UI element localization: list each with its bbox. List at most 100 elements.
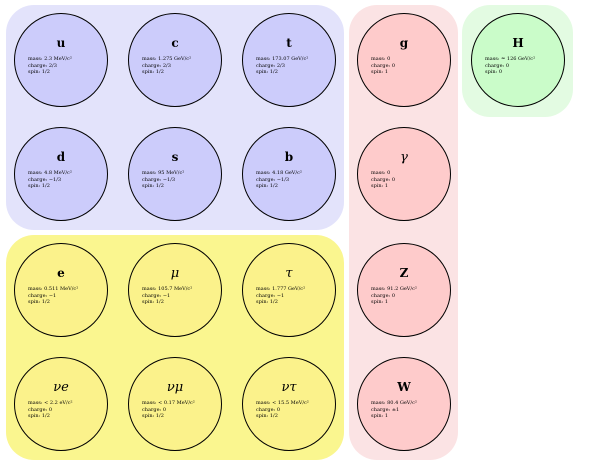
- electron-spin: spin: 1/2: [28, 299, 50, 305]
- up-quark-properties: mass: 2.3 MeV/c² charge: 2/3 spin: 1/2: [28, 56, 72, 76]
- down-quark-charge: charge: −1/3: [28, 176, 62, 183]
- gluon-properties: mass: 0 charge: 0 spin: 1: [371, 56, 395, 76]
- photon-mass: mass: 0: [371, 170, 391, 176]
- electron-mass: mass: 0.511 MeV/c²: [28, 286, 79, 292]
- down-quark-properties: mass: 4.8 MeV/c² charge: −1/3 spin: 1/2: [28, 170, 72, 190]
- muon-neutrino-properties: mass: < 0.17 MeV/c² charge: 0 spin: 1/2: [142, 400, 195, 420]
- tau-neutrino-spin: spin: 1/2: [256, 413, 278, 419]
- electron-neutrino-symbol: νe: [53, 380, 69, 395]
- down-quark-symbol: d: [56, 150, 66, 164]
- top-quark-mass: mass: 173.07 GeV/c²: [256, 56, 309, 62]
- tau-neutrino-properties: mass: < 15.5 MeV/c² charge: 0 spin: 1/2: [256, 400, 309, 420]
- photon-circle: γ mass: 0 charge: 0 spin: 1: [357, 127, 451, 221]
- muon-spin: spin: 1/2: [142, 299, 164, 305]
- down-quark-spin: spin: 1/2: [28, 183, 50, 189]
- w-boson-mass: mass: 80.4 GeV/c²: [371, 400, 417, 406]
- gluon-charge: charge: 0: [371, 62, 396, 69]
- down-quark-mass: mass: 4.8 MeV/c²: [28, 170, 72, 176]
- tau-properties: mass: 1.777 GeV/c² charge: −1 spin: 1/2: [256, 286, 305, 306]
- photon-spin: spin: 1: [371, 183, 389, 189]
- strange-quark-mass: mass: 95 MeV/c²: [142, 170, 185, 176]
- muon-neutrino-mass: mass: < 0.17 MeV/c²: [142, 400, 195, 406]
- muon-properties: mass: 105.7 MeV/c² charge: −1 spin: 1/2: [142, 286, 192, 306]
- gluon-mass: mass: 0: [371, 56, 391, 62]
- bottom-quark-properties: mass: 4.18 GeV/c² charge: −1/3 spin: 1/2: [256, 170, 302, 190]
- w-boson-charge: charge: ±1: [371, 406, 400, 413]
- muon-symbol: μ: [170, 266, 180, 281]
- strange-quark-circle: s mass: 95 MeV/c² charge: −1/3 spin: 1/2: [128, 127, 222, 221]
- top-quark-spin: spin: 1/2: [256, 69, 278, 75]
- higgs-boson-spin: spin: 0: [485, 69, 503, 75]
- higgs-boson-properties: mass: ≃ 126 GeV/c² charge: 0 spin: 0: [485, 56, 535, 76]
- tau-neutrino-mass: mass: < 15.5 MeV/c²: [256, 400, 309, 406]
- electron-symbol: e: [57, 266, 65, 280]
- gluon-symbol: g: [399, 36, 409, 50]
- tau-neutrino-symbol: ντ: [281, 380, 297, 395]
- bottom-quark-circle: b mass: 4.18 GeV/c² charge: −1/3 spin: 1…: [242, 127, 336, 221]
- charm-quark-properties: mass: 1.275 GeV/c² charge: 2/3 spin: 1/2: [142, 56, 191, 76]
- strange-quark-charge: charge: −1/3: [142, 176, 176, 183]
- electron-neutrino-spin: spin: 1/2: [28, 413, 50, 419]
- charm-quark-symbol: c: [171, 36, 179, 50]
- w-boson-properties: mass: 80.4 GeV/c² charge: ±1 spin: 1: [371, 400, 417, 420]
- z-boson-circle: Z mass: 91.2 GeV/c² charge: 0 spin: 1: [357, 243, 451, 337]
- tau-neutrino-charge: charge: 0: [256, 406, 281, 413]
- photon-symbol: γ: [400, 150, 408, 165]
- muon-charge: charge: −1: [142, 292, 171, 299]
- up-quark-mass: mass: 2.3 MeV/c²: [28, 56, 72, 62]
- gluon-circle: g mass: 0 charge: 0 spin: 1: [357, 13, 451, 107]
- bottom-quark-mass: mass: 4.18 GeV/c²: [256, 170, 302, 176]
- muon-circle: μ mass: 105.7 MeV/c² charge: −1 spin: 1/…: [128, 243, 222, 337]
- up-quark-symbol: u: [56, 36, 66, 50]
- bottom-quark-spin: spin: 1/2: [256, 183, 278, 189]
- top-quark-circle: t mass: 173.07 GeV/c² charge: 2/3 spin: …: [242, 13, 336, 107]
- w-boson-symbol: W: [397, 380, 411, 394]
- electron-neutrino-properties: mass: < 2.2 eV/c² charge: 0 spin: 1/2: [28, 400, 73, 420]
- charm-quark-mass: mass: 1.275 GeV/c²: [142, 56, 192, 62]
- up-quark-spin: spin: 1/2: [28, 69, 50, 75]
- muon-neutrino-circle: νμ mass: < 0.17 MeV/c² charge: 0 spin: 1…: [128, 357, 222, 451]
- electron-circle: e mass: 0.511 MeV/c² charge: −1 spin: 1/…: [14, 243, 108, 337]
- bottom-quark-charge: charge: −1/3: [256, 176, 290, 183]
- electron-charge: charge: −1: [28, 292, 57, 299]
- electron-neutrino-mass: mass: < 2.2 eV/c²: [28, 400, 73, 406]
- tau-mass: mass: 1.777 GeV/c²: [256, 286, 306, 292]
- strange-quark-spin: spin: 1/2: [142, 183, 164, 189]
- electron-neutrino-charge: charge: 0: [28, 406, 53, 413]
- down-quark-circle: d mass: 4.8 MeV/c² charge: −1/3 spin: 1/…: [14, 127, 108, 221]
- higgs-boson-symbol: H: [512, 36, 524, 50]
- top-quark-charge: charge: 2/3: [256, 62, 285, 69]
- higgs-boson-charge: charge: 0: [485, 62, 510, 69]
- tau-neutrino-circle: ντ mass: < 15.5 MeV/c² charge: 0 spin: 1…: [242, 357, 336, 451]
- gluon-spin: spin: 1: [371, 69, 389, 75]
- charm-quark-charge: charge: 2/3: [142, 62, 171, 69]
- strange-quark-symbol: s: [171, 150, 179, 164]
- muon-neutrino-charge: charge: 0: [142, 406, 167, 413]
- up-quark-circle: u mass: 2.3 MeV/c² charge: 2/3 spin: 1/2: [14, 13, 108, 107]
- higgs-boson-mass: mass: ≃ 126 GeV/c²: [485, 56, 536, 62]
- up-quark-charge: charge: 2/3: [28, 62, 57, 69]
- muon-mass: mass: 105.7 MeV/c²: [142, 286, 193, 292]
- w-boson-circle: W mass: 80.4 GeV/c² charge: ±1 spin: 1: [357, 357, 451, 451]
- muon-neutrino-symbol: νμ: [166, 380, 184, 395]
- photon-properties: mass: 0 charge: 0 spin: 1: [371, 170, 395, 190]
- w-boson-spin: spin: 1: [371, 413, 389, 419]
- tau-spin: spin: 1/2: [256, 299, 278, 305]
- z-boson-mass: mass: 91.2 GeV/c²: [371, 286, 417, 292]
- charm-quark-circle: c mass: 1.275 GeV/c² charge: 2/3 spin: 1…: [128, 13, 222, 107]
- top-quark-properties: mass: 173.07 GeV/c² charge: 2/3 spin: 1/…: [256, 56, 308, 76]
- electron-properties: mass: 0.511 MeV/c² charge: −1 spin: 1/2: [28, 286, 78, 306]
- charm-quark-spin: spin: 1/2: [142, 69, 164, 75]
- z-boson-spin: spin: 1: [371, 299, 389, 305]
- z-boson-charge: charge: 0: [371, 292, 396, 299]
- tau-symbol: τ: [285, 266, 293, 281]
- strange-quark-properties: mass: 95 MeV/c² charge: −1/3 spin: 1/2: [142, 170, 184, 190]
- z-boson-symbol: Z: [399, 266, 409, 280]
- top-quark-symbol: t: [286, 36, 292, 50]
- photon-charge: charge: 0: [371, 176, 396, 183]
- electron-neutrino-circle: νe mass: < 2.2 eV/c² charge: 0 spin: 1/2: [14, 357, 108, 451]
- higgs-boson-circle: H mass: ≃ 126 GeV/c² charge: 0 spin: 0: [471, 13, 565, 107]
- tau-circle: τ mass: 1.777 GeV/c² charge: −1 spin: 1/…: [242, 243, 336, 337]
- z-boson-properties: mass: 91.2 GeV/c² charge: 0 spin: 1: [371, 286, 417, 306]
- tau-charge: charge: −1: [256, 292, 285, 299]
